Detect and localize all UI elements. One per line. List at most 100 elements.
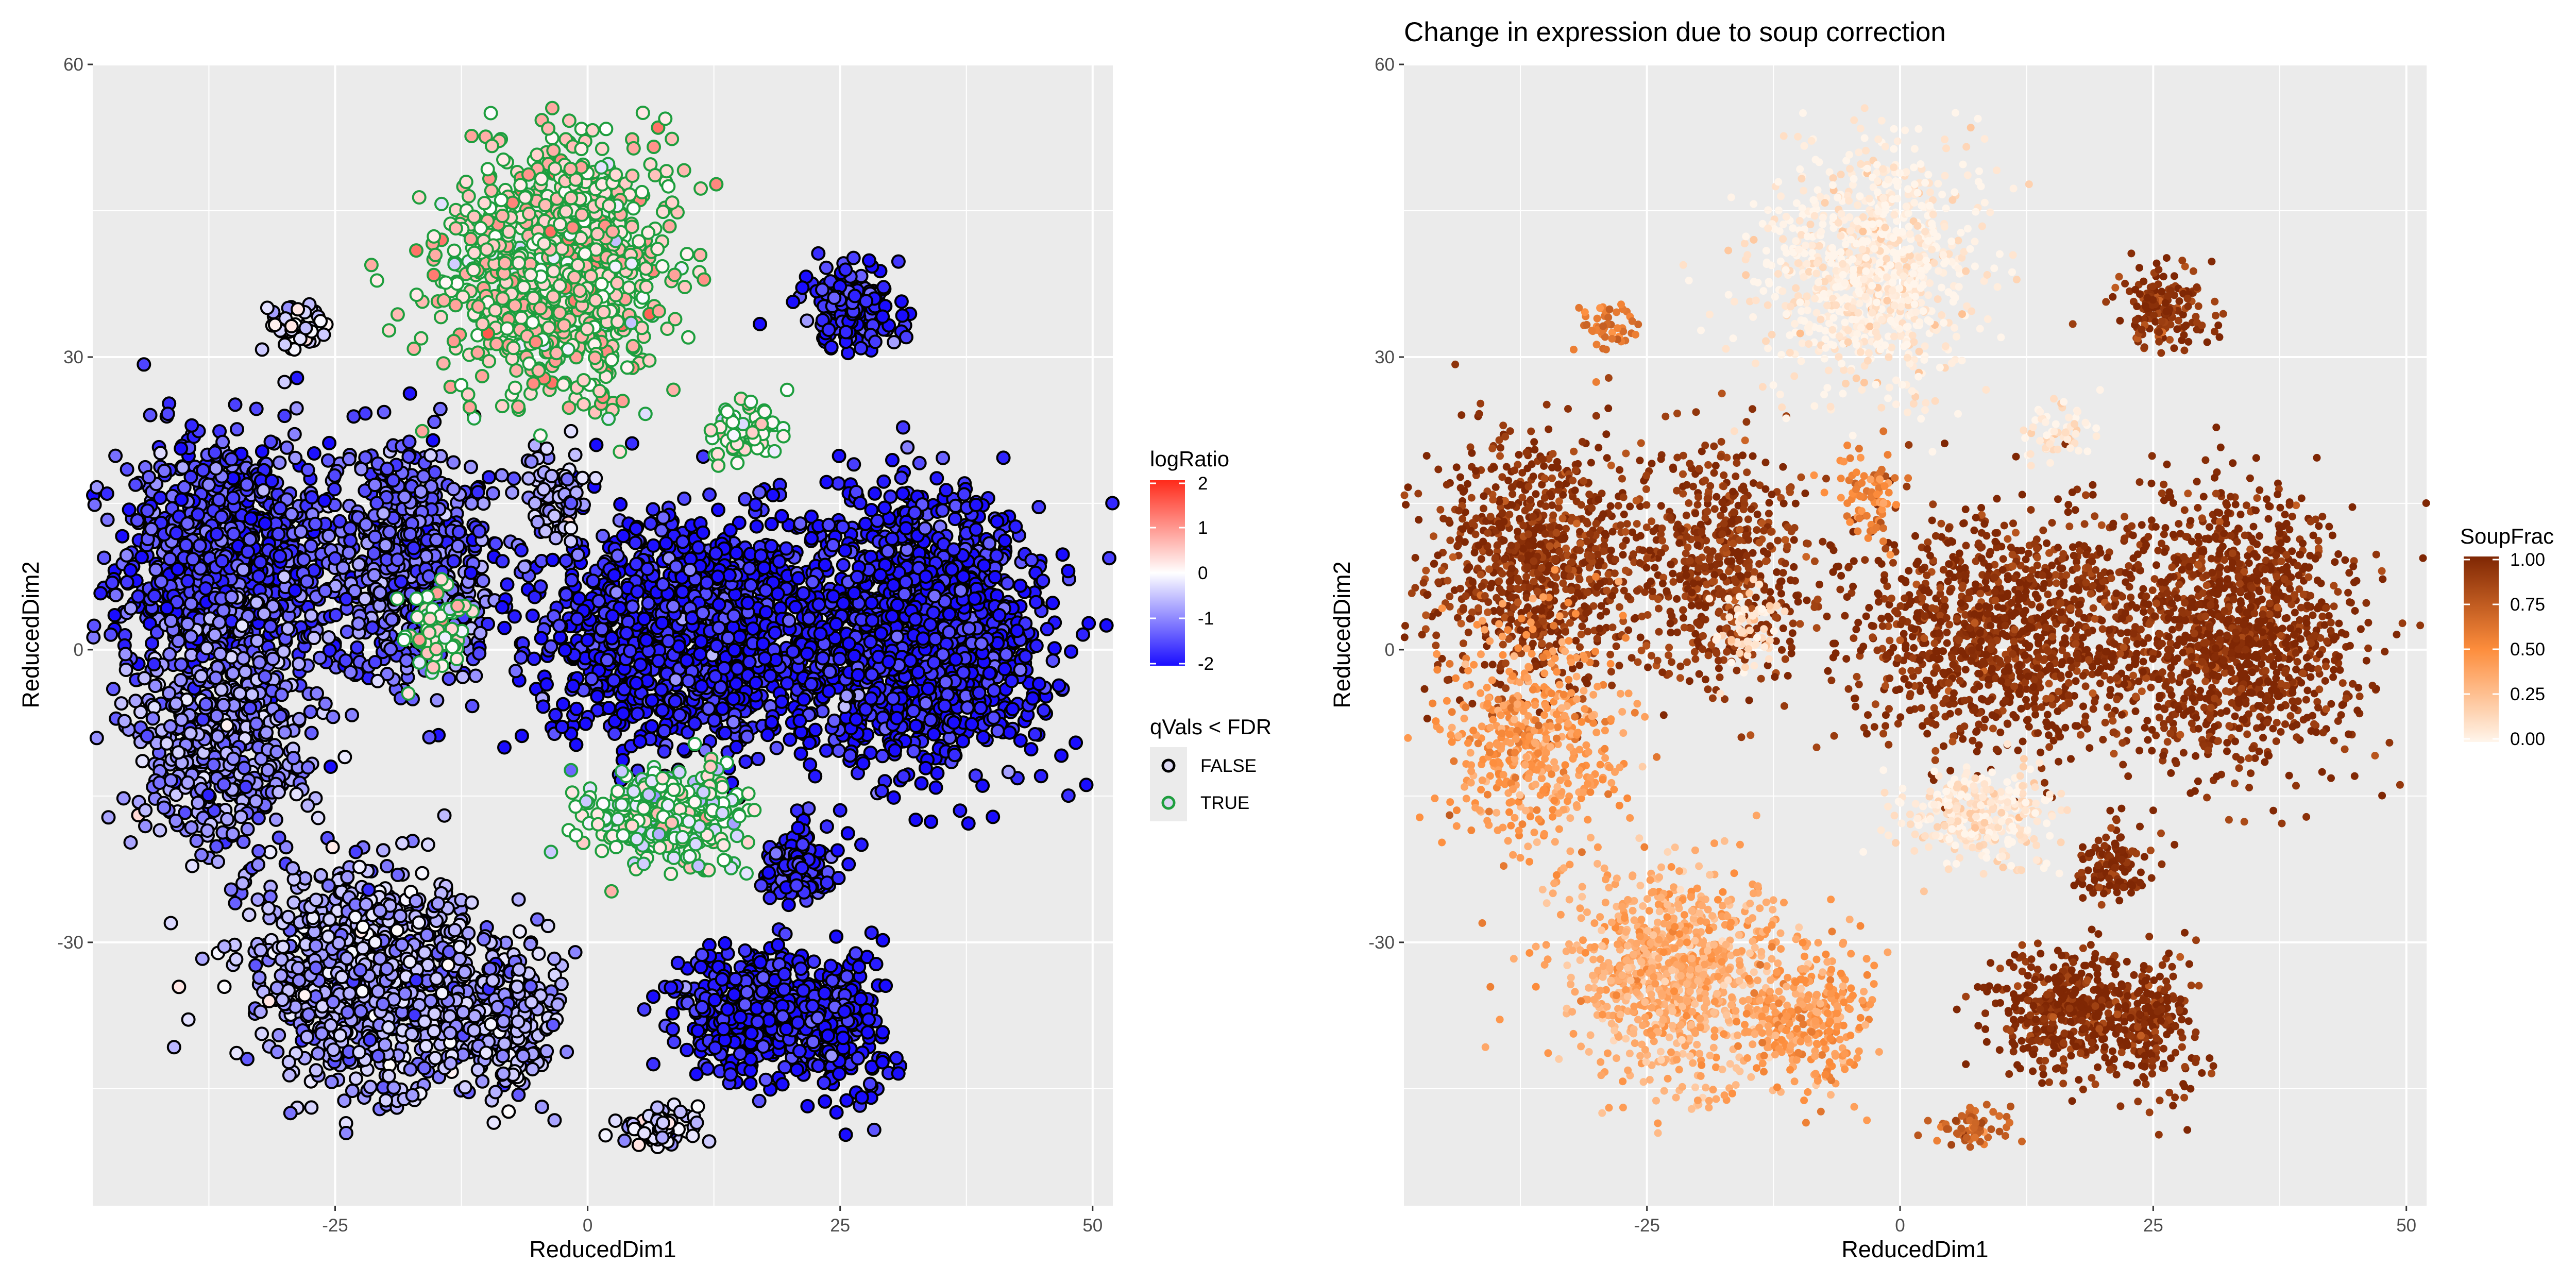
left-scatter-point bbox=[488, 1085, 503, 1100]
left-scatter-point bbox=[201, 477, 216, 492]
left-scatter-point bbox=[568, 945, 583, 960]
left-scatter-point bbox=[402, 386, 417, 401]
left-scatter-point bbox=[516, 1049, 531, 1063]
left-scatter-point bbox=[640, 562, 655, 577]
left-scatter-point bbox=[381, 1020, 396, 1035]
left-scatter-point bbox=[406, 541, 421, 555]
left-scatter-point bbox=[691, 540, 706, 555]
left-scatter-point bbox=[234, 618, 249, 633]
left-scatter-point bbox=[457, 1080, 472, 1095]
left-scatter-point bbox=[258, 669, 273, 684]
left-scatter-point bbox=[292, 712, 307, 727]
left-scatter-point bbox=[292, 973, 307, 988]
left-scatter-point bbox=[307, 631, 321, 645]
left-scatter-point bbox=[120, 462, 134, 477]
left-scatter-point bbox=[560, 1044, 574, 1059]
left-scatter-point bbox=[367, 529, 382, 544]
left-scatter-point bbox=[214, 682, 229, 697]
left-scatter-point bbox=[153, 446, 168, 461]
left-scatter-point bbox=[185, 552, 200, 567]
left-scatter-point bbox=[292, 656, 307, 671]
left-scatter-point bbox=[404, 1026, 419, 1041]
left-scatter-point bbox=[708, 546, 723, 561]
left-scatter-point bbox=[212, 493, 227, 508]
left-scatter-point bbox=[93, 586, 108, 601]
left-scatter-point bbox=[212, 615, 227, 630]
left-scatter-point bbox=[351, 616, 366, 631]
left-scatter-point bbox=[465, 699, 480, 714]
left-scatter-point bbox=[241, 544, 256, 559]
left-scatter-point bbox=[128, 477, 143, 492]
left-scatter-point bbox=[694, 634, 708, 649]
left-scatter-point bbox=[514, 543, 529, 558]
left-scatter-point bbox=[353, 963, 368, 977]
left-scatter-point bbox=[168, 814, 183, 828]
left-scatter-point bbox=[666, 599, 681, 614]
left-scatter-point bbox=[199, 640, 214, 655]
left-scatter-point bbox=[318, 583, 333, 598]
left-scatter-point bbox=[819, 743, 834, 758]
left-scatter-point bbox=[580, 633, 595, 648]
left-scatter-point bbox=[365, 620, 380, 635]
left-scatter-point bbox=[143, 408, 158, 423]
left-scatter-point bbox=[788, 600, 803, 615]
left-scatter-point bbox=[327, 482, 342, 497]
left-scatter-point bbox=[497, 740, 512, 755]
left-scatter-point bbox=[307, 446, 321, 461]
left-scatter-point bbox=[886, 790, 901, 805]
left-scatter-point bbox=[118, 663, 133, 677]
left-scatter-point bbox=[533, 579, 548, 594]
left-scatter-point bbox=[461, 926, 476, 941]
left-scatter-point bbox=[707, 713, 722, 728]
left-scatter-point bbox=[630, 584, 645, 599]
left-scatter-point bbox=[350, 640, 365, 655]
left-scatter-point bbox=[616, 706, 631, 721]
left-scatter-point bbox=[250, 633, 265, 648]
left-scatter-point bbox=[229, 952, 244, 967]
left-scatter-point bbox=[722, 568, 737, 583]
left-scatter-point bbox=[301, 1007, 316, 1022]
left-scatter-point bbox=[224, 589, 239, 604]
left-scatter-point bbox=[371, 1049, 385, 1063]
left-scatter-point bbox=[320, 453, 335, 468]
left-scatter-point bbox=[470, 1062, 485, 1077]
left-scatter-point bbox=[429, 971, 444, 986]
left-scatter-point bbox=[633, 734, 648, 749]
left-scatter-point bbox=[251, 857, 266, 872]
left-scatter-point bbox=[752, 485, 767, 500]
left-scatter-point bbox=[304, 725, 319, 740]
left-scatter-point bbox=[774, 694, 789, 709]
left-scatter-point bbox=[348, 845, 363, 859]
left-scatter-point bbox=[355, 941, 370, 956]
left-scatter-point bbox=[272, 830, 286, 845]
left-scatter-point bbox=[464, 460, 478, 475]
left-scatter-point bbox=[209, 461, 224, 476]
left-scatter-point bbox=[108, 587, 123, 602]
left-scatter-point bbox=[1054, 748, 1069, 763]
left-scatter-point bbox=[539, 677, 554, 692]
left-scatter-point bbox=[355, 919, 370, 934]
left-scatter-point bbox=[108, 448, 123, 463]
left-scatter-point bbox=[131, 589, 146, 604]
left-scatter-point bbox=[378, 538, 393, 553]
left-scatter-point bbox=[430, 693, 445, 708]
left-scatter-point bbox=[321, 878, 336, 893]
left-scatter-point bbox=[358, 450, 373, 465]
left-scatter-point bbox=[1045, 596, 1060, 611]
left-scatter-point bbox=[552, 618, 567, 633]
left-scatter-point bbox=[429, 532, 444, 547]
left-scatter-point bbox=[240, 477, 255, 492]
left-scatter-point bbox=[209, 527, 224, 542]
left-scatter-point bbox=[147, 588, 162, 603]
left-scatter-point bbox=[299, 574, 314, 589]
left-scatter-point bbox=[159, 736, 174, 751]
left-scatter-point bbox=[209, 839, 224, 854]
left-scatter-point bbox=[616, 529, 631, 544]
left-scatter-point bbox=[457, 965, 472, 980]
left-scatter-point bbox=[213, 647, 228, 661]
left-scatter-point bbox=[208, 628, 222, 643]
left-scatter-point bbox=[885, 453, 900, 467]
left-scatter-point bbox=[130, 513, 145, 528]
